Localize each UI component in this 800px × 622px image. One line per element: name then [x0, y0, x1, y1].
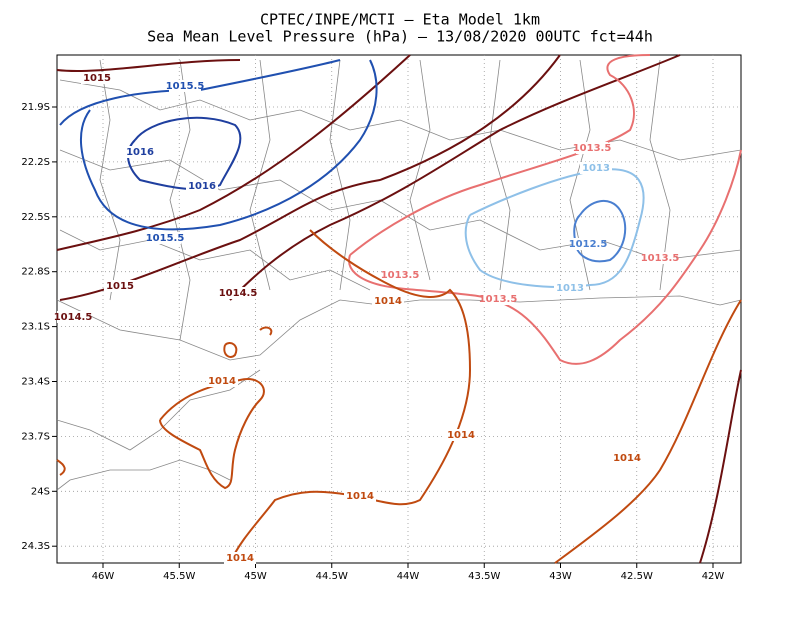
label-bg: [344, 490, 376, 502]
y-tick-label: 22.5S: [21, 212, 50, 223]
contour-label: 1014: [447, 430, 475, 441]
x-tick-label: 45W: [244, 571, 267, 582]
contour-label: 1014: [613, 453, 641, 464]
y-tick-label: 23.7S: [21, 431, 50, 442]
contour-label: 1013.5: [641, 253, 680, 264]
y-tick-label: 22.8S: [21, 267, 50, 278]
y-tick-label: 24.3S: [21, 541, 50, 552]
label-bg: [57, 311, 89, 323]
y-tick-label: 23.1S: [21, 322, 50, 333]
label-bg: [482, 293, 514, 305]
x-tick-label: 44.5W: [316, 571, 348, 582]
label-bg: [169, 80, 201, 92]
label-bg: [580, 162, 612, 174]
x-tick-label: 44W: [397, 571, 420, 582]
y-tick-label: 23.4S: [21, 377, 50, 388]
contours: [56, 54, 742, 564]
y-tick-label: 22.2S: [21, 157, 50, 168]
contour-label: 1014: [346, 491, 374, 502]
label-bg: [124, 146, 156, 158]
y-tick-label: 24S: [31, 486, 50, 497]
label-bg: [572, 238, 604, 250]
contour-label: 1014.5: [54, 312, 93, 323]
title-line: Sea Mean Level Pressure (hPa) – 13/08/20…: [147, 28, 653, 46]
x-tick-label: 43.5W: [468, 571, 500, 582]
label-bg: [206, 375, 238, 387]
y-tick-label: 21.9S: [21, 102, 50, 113]
label-bg: [222, 287, 254, 299]
x-tick-label: 43W: [549, 571, 572, 582]
contour-label: 1015: [83, 73, 111, 84]
label-bg: [372, 295, 404, 307]
label-bg: [384, 269, 416, 281]
contour-label: 1014.5: [219, 288, 258, 299]
title-line: CPTEC/INPE/MCTI – Eta Model 1km: [260, 11, 540, 29]
x-tick-label: 42.5W: [621, 571, 653, 582]
contour-label: 1013: [556, 283, 584, 294]
label-bg: [186, 180, 218, 192]
contour-labels: 1015 1015.5 1016 1016 1015.5 1015 1014.5 1014.5…: [54, 72, 680, 564]
label-bg: [576, 142, 608, 154]
contour-label: 1015.5: [166, 81, 205, 92]
label-bg: [81, 72, 113, 84]
contour-label: 1013: [582, 163, 610, 174]
contour-label: 1015: [106, 281, 134, 292]
label-bg: [445, 429, 477, 441]
contour-label: 1012.5: [569, 239, 608, 250]
label-bg: [149, 232, 181, 244]
x-tick-label: 45.5W: [163, 571, 195, 582]
contour-label: 1013.5: [381, 270, 420, 281]
label-bg: [104, 280, 136, 292]
label-bg: [554, 282, 586, 294]
contour-label: 1014: [374, 296, 402, 307]
contour-label: 1013.5: [479, 294, 518, 305]
label-bg: [644, 252, 676, 264]
contour-label: 1015.5: [146, 233, 185, 244]
map-frame: [56, 54, 742, 564]
x-tick-label: 42W: [702, 571, 725, 582]
x-tick-label: 46W: [92, 571, 115, 582]
contour-label: 1014: [226, 553, 254, 564]
contour-label: 1013.5: [573, 143, 612, 154]
contour-label: 1016: [126, 147, 154, 158]
ticks: 46W 45.5W 45W 44.5W 44W 43.5W 43W 42.5W 42W 21.9S…: [21, 102, 724, 582]
label-bg: [611, 452, 643, 464]
contour-label: 1016: [188, 181, 216, 192]
label-bg: [224, 552, 256, 564]
contour-label: 1014: [208, 376, 236, 387]
